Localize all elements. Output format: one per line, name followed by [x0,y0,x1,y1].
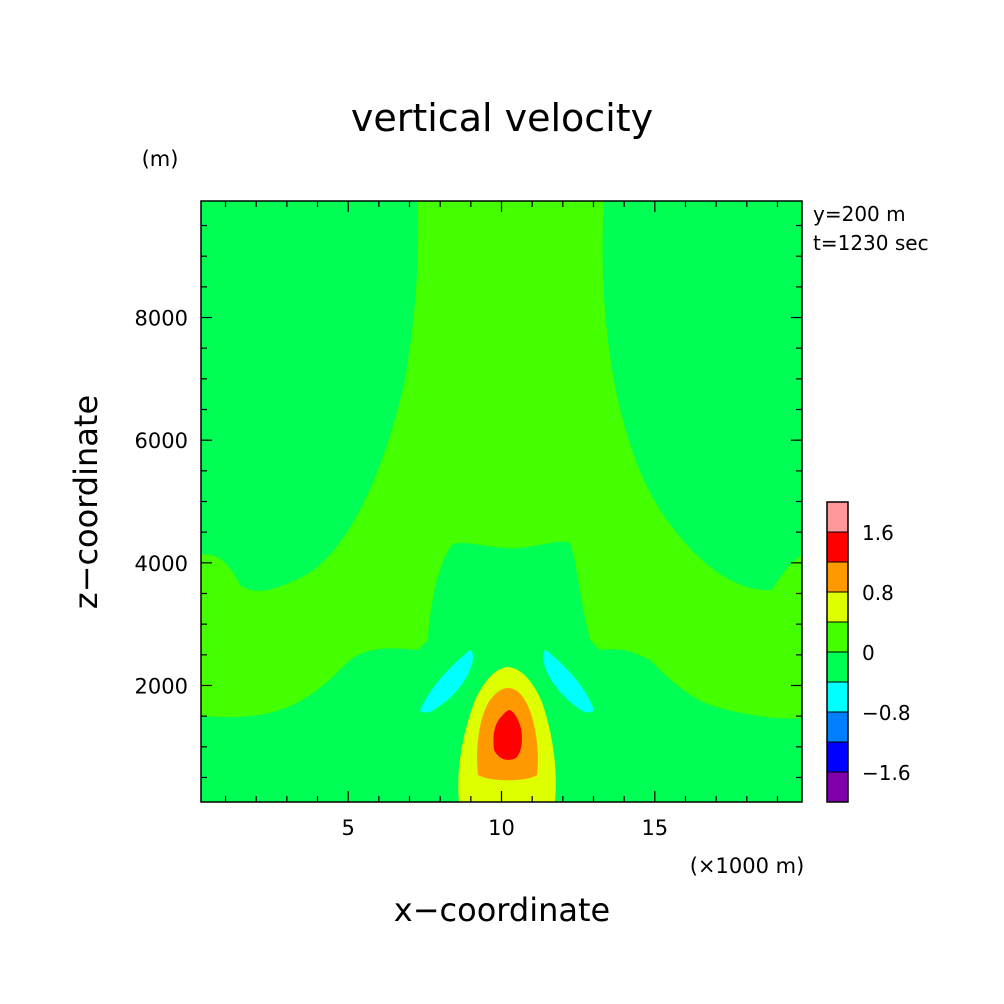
colorbar-label: −1.6 [862,761,911,785]
colorbar-swatch [827,502,848,532]
colorbar-frame [826,501,849,803]
annotation-t: t=1230 sec [813,231,929,255]
region-lower-right-lobe [575,703,802,802]
x-tick-label: 5 [341,816,354,840]
colorbar-swatch [827,532,848,562]
colorbar-swatch [827,652,848,682]
region-left-downdraft [420,650,473,713]
x-tick-labels: 5 10 15 [341,816,668,840]
colorbar-swatch [827,772,848,802]
region-lower-left-lobe [201,703,435,802]
annotation-y: y=200 m [813,202,906,226]
y-tick-label: 4000 [135,552,188,576]
colorbar-swatch [827,562,848,592]
x-tick-label: 15 [641,816,668,840]
colorbar-swatch [827,742,848,772]
colorbar-swatch [827,682,848,712]
region-updraft-band [201,201,802,719]
plot-area: 5 10 15 2000 4000 6000 8000 [135,200,803,840]
y-tick-labels: 2000 4000 6000 8000 [135,307,188,699]
y-unit-label: (m) [142,147,179,171]
region-updraft-1.2 [493,710,522,760]
y-tick-label: 8000 [135,307,188,331]
x-tick-label: 10 [488,816,515,840]
y-tick-label: 6000 [135,429,188,453]
x-unit-label: (×1000 m) [690,854,805,878]
region-right-downdraft [543,650,594,713]
axis-ticks [201,201,802,802]
x-axis-label: x−coordinate [394,891,610,929]
y-tick-label: 2000 [135,674,188,698]
colorbar-swatch [827,712,848,742]
colorbar-swatch [827,592,848,622]
y-axis-label: z−coordinate [67,395,105,609]
chart-title: vertical velocity [351,96,653,140]
colorbar-label: 0 [862,641,875,665]
colorbar: −1.6 −0.8 0 0.8 1.6 [826,501,911,803]
colorbar-swatch [827,622,848,652]
colorbar-label: 1.6 [862,521,894,545]
colorbar-label: 0.8 [862,581,894,605]
colorbar-label: −0.8 [862,701,911,725]
